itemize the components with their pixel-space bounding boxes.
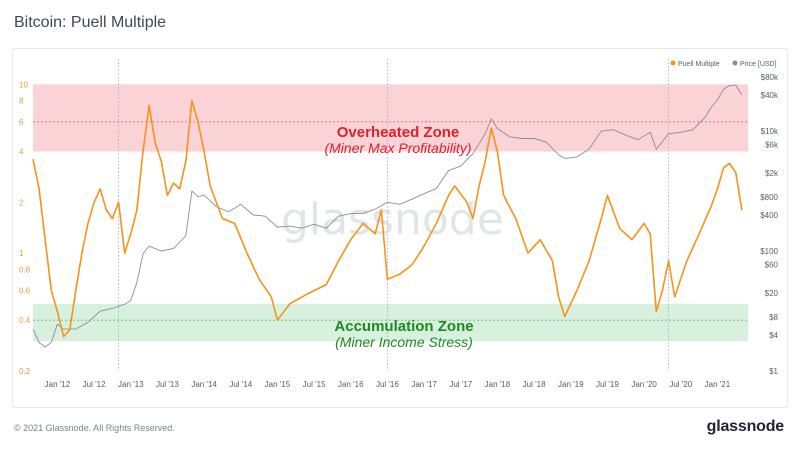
x-tick-label: Jan '17 (411, 380, 437, 389)
x-tick-label: Jan '14 (191, 380, 217, 389)
y-left-tick-label: 0.2 (19, 367, 31, 376)
y-right-tick-label: $2k (765, 169, 779, 178)
x-tick-label: Jan '13 (118, 380, 144, 389)
x-tick-label: Jul '15 (303, 380, 326, 389)
puell-multiple-chart[interactable]: glassnode 10 8 6 4 2 1 0.8 0.6 0.4 0.2 $80k $40k $10… (13, 49, 787, 407)
y-right-tick-label: $8 (769, 313, 778, 322)
accumulation-zone-band (33, 303, 748, 342)
y-right-tick-label: $1 (769, 367, 778, 376)
legend-label-puell: Puell Multiple (678, 61, 720, 68)
x-tick-label: Jul '16 (376, 380, 399, 389)
puell-multiple-line (32, 99, 743, 338)
y-left-tick-label: 0.6 (19, 287, 31, 296)
y-right-tick-label: $20 (765, 289, 779, 298)
legend-swatch-puell (670, 60, 676, 66)
y-right-tick-label: $80k (761, 73, 779, 82)
y-right-tick-label: $10k (761, 127, 779, 136)
y-left-tick-label: 4 (19, 148, 24, 157)
y-right-tick-label: $60 (765, 260, 779, 269)
accumulation-zone-title: Accumulation Zone (334, 318, 473, 335)
y-left-tick-label: 8 (19, 97, 24, 106)
x-tick-label: Jan '15 (265, 380, 291, 389)
legend-label-price: Price [USD] (740, 61, 777, 68)
x-tick-label: Jul '12 (83, 380, 106, 389)
y-left-tick-label: 2 (19, 198, 24, 207)
x-tick-label: Jan '21 (705, 380, 731, 389)
copyright-text: © 2021 Glassnode. All Rights Reserved. (14, 423, 175, 433)
y-right-tick-label: $400 (760, 211, 778, 220)
x-tick-label: Jan '20 (631, 380, 657, 389)
chart-card: glassnode 10 8 6 4 2 1 0.8 0.6 0.4 0.2 $80k $40k $10… (12, 48, 788, 408)
y-right-tick-label: $800 (760, 193, 778, 202)
x-tick-label: Jul '14 (229, 380, 252, 389)
x-tick-label: Jul '18 (523, 380, 546, 389)
overheated-zone-subtitle: (Miner Max Profitability) (324, 140, 471, 156)
y-right-tick-label: $100 (760, 247, 778, 256)
x-tick-label: Jan '18 (485, 380, 511, 389)
x-tick-label: Jul '13 (156, 380, 179, 389)
x-tick-label: Jan '16 (338, 380, 364, 389)
chart-title: Bitcoin: Puell Multiple (14, 14, 167, 31)
y-right-tick-label: $4 (769, 331, 778, 340)
y-left-tick-label: 0.8 (19, 265, 31, 274)
y-left-tick-label: 6 (19, 118, 24, 127)
watermark: glassnode (281, 194, 504, 245)
accumulation-zone-subtitle: (Miner Income Stress) (335, 334, 473, 350)
y-left-tick-label: 1 (19, 249, 24, 258)
x-tick-label: Jul '20 (669, 380, 692, 389)
x-tick-label: Jan '12 (45, 380, 71, 389)
x-tick-label: Jul '17 (449, 380, 472, 389)
legend: Puell Multiple Price [USD] (670, 60, 777, 68)
x-tick-label: Jan '19 (558, 380, 584, 389)
y-right-tick-label: $40k (761, 91, 779, 100)
price-usd-line (32, 84, 743, 348)
overheated-zone-band (33, 84, 748, 152)
y-left-tick-label: 0.4 (19, 316, 31, 325)
overheated-zone-title: Overheated Zone (337, 124, 460, 141)
legend-swatch-price (732, 60, 738, 66)
y-right-tick-label: $6k (765, 140, 779, 149)
y-left-tick-label: 10 (19, 80, 28, 89)
brand-logo: glassnode (706, 418, 785, 435)
x-tick-label: Jul '19 (596, 380, 619, 389)
